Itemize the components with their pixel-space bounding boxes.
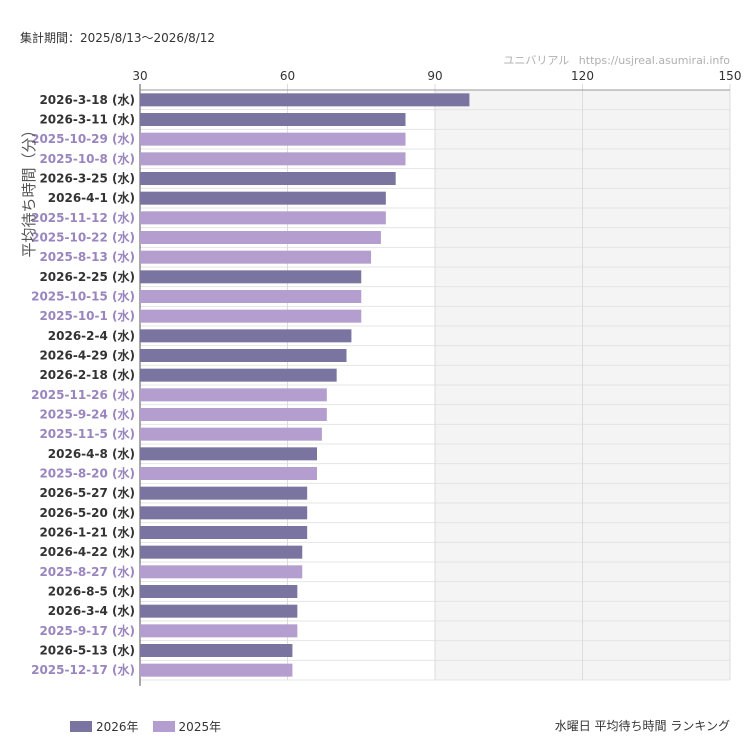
legend: 2026年 2025年 (70, 718, 221, 735)
bar-18 (140, 427, 322, 441)
category-label-11: 2025-10-15 (水) (31, 289, 135, 304)
bar-16 (140, 388, 327, 402)
bar-13 (140, 329, 352, 343)
bar-3 (140, 132, 406, 146)
category-label-13: 2026-2-4 (水) (48, 328, 135, 343)
bar-7 (140, 211, 386, 225)
category-label-1: 2026-3-18 (水) (39, 92, 135, 107)
category-label-12: 2025-10-1 (水) (39, 308, 135, 323)
category-label-21: 2026-5-27 (水) (39, 485, 135, 500)
bar-8 (140, 231, 381, 244)
category-label-19: 2026-4-8 (水) (48, 446, 135, 461)
bar-11 (140, 290, 362, 303)
category-label-6: 2026-4-1 (水) (48, 190, 135, 205)
x-tick-label-120: 120 (571, 69, 594, 83)
bar-24 (140, 545, 303, 559)
bar-14 (140, 349, 347, 362)
legend-label-2025: 2025年 (178, 720, 222, 734)
category-label-7: 2025-11-12 (水) (31, 210, 135, 225)
bar-22 (140, 506, 308, 520)
category-label-24: 2026-4-22 (水) (39, 544, 135, 559)
bar-21 (140, 486, 308, 500)
category-label-14: 2026-4-29 (水) (39, 348, 135, 363)
bar-25 (140, 565, 303, 579)
bar-19 (140, 447, 317, 461)
category-label-30: 2025-12-17 (水) (31, 662, 135, 677)
category-label-2: 2026-3-11 (水) (39, 112, 135, 127)
category-label-16: 2025-11-26 (水) (31, 387, 135, 402)
bar-27 (140, 604, 298, 618)
bar-30 (140, 663, 293, 677)
bar-23 (140, 526, 308, 539)
category-label-10: 2026-2-25 (水) (39, 269, 135, 284)
bar-20 (140, 467, 317, 480)
source-credit: ユニバリアル https://usjreal.asumirai.info (497, 52, 730, 68)
category-label-15: 2026-2-18 (水) (39, 367, 135, 382)
category-label-4: 2025-10-8 (水) (39, 151, 135, 166)
legend-swatch-2025 (152, 721, 175, 732)
source-url[interactable]: https://usjreal.asumirai.info (578, 54, 730, 67)
category-label-26: 2026-8-5 (水) (48, 584, 135, 599)
bar-9 (140, 250, 372, 264)
bar-4 (140, 152, 406, 166)
category-label-9: 2025-8-13 (水) (39, 249, 135, 264)
bar-6 (140, 191, 386, 205)
bar-15 (140, 368, 337, 382)
source-name: ユニバリアル (503, 54, 570, 67)
category-label-28: 2025-9-17 (水) (39, 623, 135, 638)
legend-item-2026[interactable]: 2026年 (70, 718, 139, 735)
category-label-17: 2025-9-24 (水) (39, 407, 135, 422)
category-label-8: 2025-10-22 (水) (31, 230, 135, 245)
category-label-29: 2026-5-13 (水) (39, 643, 135, 658)
category-label-20: 2025-8-20 (水) (39, 466, 135, 481)
bar-5 (140, 172, 396, 185)
category-label-18: 2025-11-5 (水) (39, 426, 135, 441)
legend-swatch-2026 (70, 721, 92, 732)
x-tick-label-150: 150 (719, 69, 742, 83)
category-label-22: 2026-5-20 (水) (39, 505, 135, 520)
category-label-5: 2026-3-25 (水) (39, 171, 135, 186)
bar-29 (140, 644, 293, 657)
bar-10 (140, 270, 362, 284)
bar-26 (140, 585, 298, 598)
x-tick-label-30: 30 (132, 69, 147, 83)
category-label-27: 2026-3-4 (水) (48, 603, 135, 618)
bar-1 (140, 93, 470, 107)
bar-2 (140, 113, 406, 126)
x-tick-label-90: 90 (427, 69, 442, 83)
category-label-23: 2026-1-21 (水) (39, 525, 135, 540)
category-label-25: 2025-8-27 (水) (39, 564, 135, 579)
x-tick-label-60: 60 (280, 69, 295, 83)
period-label: 集計期間：2025/8/13〜2026/8/12 (20, 31, 216, 45)
chart-footer-title: 水曜日 平均待ち時間 ランキング (554, 719, 730, 733)
y-axis-title: 平均待ち時間（分） (20, 122, 38, 257)
bar-12 (140, 309, 362, 323)
legend-item-2025[interactable]: 2025年 (152, 718, 222, 735)
bar-17 (140, 408, 327, 421)
legend-label-2026: 2026年 (96, 720, 139, 734)
category-label-3: 2025-10-29 (水) (31, 131, 135, 146)
bar-28 (140, 624, 298, 638)
